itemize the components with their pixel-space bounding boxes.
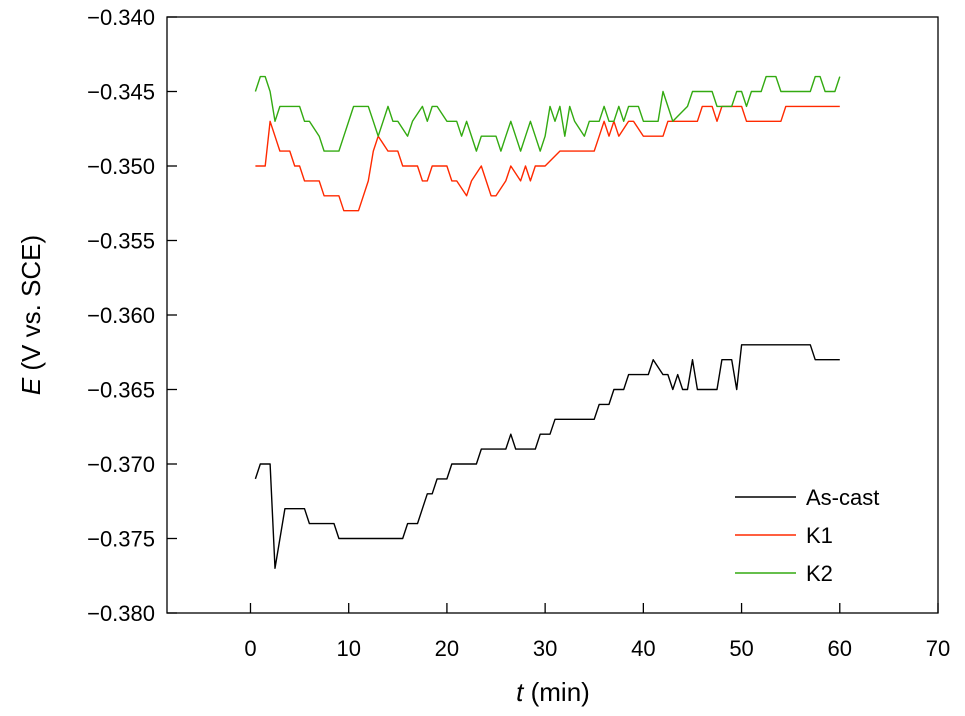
series-line-as-cast [254, 344, 840, 569]
legend-label-k1: K1 [806, 523, 833, 548]
legend-label-as-cast: As-cast [806, 485, 879, 510]
legend-label-k2: K2 [806, 561, 833, 586]
x-tick-label: 60 [828, 636, 852, 661]
y-tick-label: −0.375 [87, 527, 155, 552]
series-layer [254, 75, 841, 569]
y-tick-label: −0.355 [87, 229, 155, 254]
y-tick-label: −0.380 [87, 601, 155, 626]
x-tick-label: 0 [244, 636, 256, 661]
x-tick-label: 10 [336, 636, 360, 661]
y-tick-label: −0.345 [87, 80, 155, 105]
x-axis-unit: (min) [523, 677, 589, 707]
series-line-k2 [254, 75, 841, 152]
x-tick-label: 50 [729, 636, 753, 661]
y-axis-variable: E [16, 377, 46, 395]
legend: As-cast K1 K2 [735, 485, 879, 586]
y-axis-title: E (V vs. SCE) [16, 235, 46, 395]
y-tick-label: −0.360 [87, 303, 155, 328]
x-axis-variable: t [516, 677, 525, 707]
x-tick-label: 40 [631, 636, 655, 661]
y-axis-unit: (V vs. SCE) [16, 235, 46, 378]
x-axis-title: t (min) [516, 677, 590, 707]
y-tick-label: −0.350 [87, 154, 155, 179]
x-axis-ticks: 0 10 20 30 40 50 60 70 [244, 603, 950, 661]
y-tick-label: −0.365 [87, 378, 155, 403]
x-tick-label: 20 [435, 636, 459, 661]
x-tick-label: 70 [926, 636, 950, 661]
y-tick-label: −0.370 [87, 452, 155, 477]
y-tick-label: −0.340 [87, 5, 155, 30]
y-axis-ticks: −0.380 −0.375 −0.370 −0.365 −0.360 −0.355 −0.3… [87, 5, 177, 626]
series-line-k1 [255, 105, 840, 212]
x-tick-label: 30 [533, 636, 557, 661]
